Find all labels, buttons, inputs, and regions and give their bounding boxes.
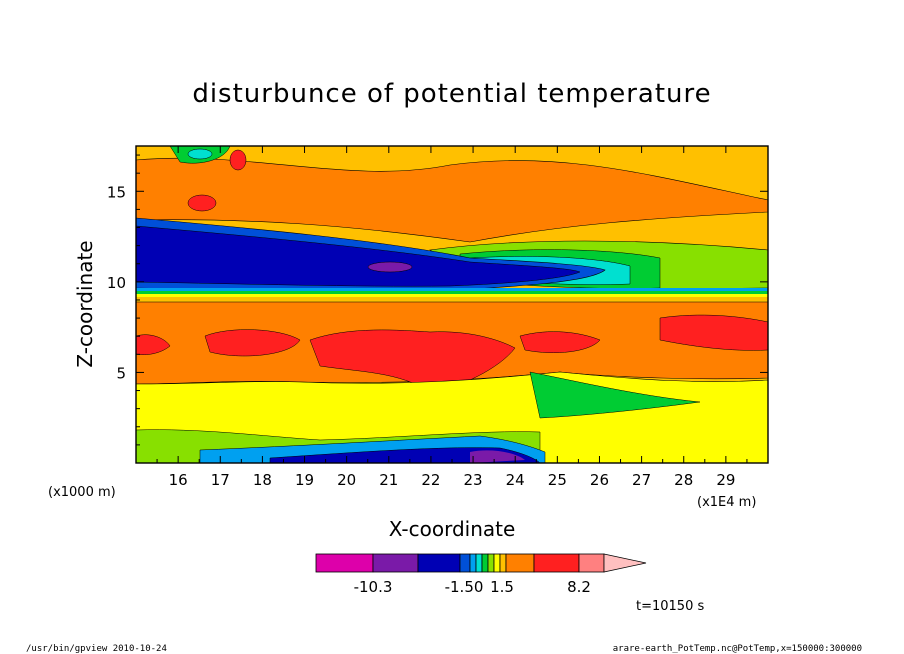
x-unit-label: (x1E4 m) xyxy=(697,495,756,510)
x-tick-label: 27 xyxy=(632,471,651,489)
x-tick-label: 20 xyxy=(337,471,356,489)
footer-right: arare-earth_PotTemp.nc@PotTemp,x=150000:… xyxy=(613,644,862,654)
colorbar-swatch xyxy=(499,553,507,573)
colorbar-swatch xyxy=(475,553,483,573)
colorbar-labels: -10.3 -1.50 1.5 8.2 xyxy=(354,578,591,596)
x-tick-label: 21 xyxy=(379,471,398,489)
y-unit-label: (x1000 m) xyxy=(48,485,116,500)
time-label: t=10150 s xyxy=(636,599,704,614)
colorbar-swatch xyxy=(533,553,580,573)
x-axis: 16 17 18 19 20 21 22 23 24 25 26 27 28 29 xyxy=(156,146,748,489)
x-tick-label: 16 xyxy=(169,471,188,489)
x-tick-label: 29 xyxy=(716,471,735,489)
colorbar-swatch xyxy=(493,553,501,573)
x-tick-label: 26 xyxy=(590,471,609,489)
colorbar-swatch xyxy=(469,553,477,573)
x-axis-title: X-coordinate xyxy=(389,517,516,541)
colorbar-swatch xyxy=(481,553,489,573)
colorbar-swatch xyxy=(487,553,495,573)
colorbar-swatch xyxy=(315,553,374,573)
x-tick-label: 25 xyxy=(548,471,567,489)
x-tick-label: 17 xyxy=(211,471,230,489)
y-axis: 5 10 15 xyxy=(107,154,768,446)
plot-area xyxy=(136,146,768,463)
colorbar-arrow xyxy=(603,553,647,573)
x-tick-label: 23 xyxy=(464,471,483,489)
footer-left: /usr/bin/gpview 2010-10-24 xyxy=(26,644,167,654)
colorbar-swatch xyxy=(372,553,419,573)
y-axis-title: Z-coordinate xyxy=(73,240,97,367)
colorbar xyxy=(315,553,647,573)
x-tick-label: 22 xyxy=(421,471,440,489)
colorbar-label: 8.2 xyxy=(567,578,591,596)
colorbar-swatch xyxy=(578,553,605,573)
x-tick-label: 18 xyxy=(253,471,272,489)
colorbar-swatch xyxy=(459,553,471,573)
x-tick-label: 28 xyxy=(674,471,693,489)
x-tick-label: 19 xyxy=(295,471,314,489)
y-tick-label: 5 xyxy=(116,364,126,382)
colorbar-label: -10.3 xyxy=(354,578,393,596)
y-tick-label: 10 xyxy=(107,274,126,292)
colorbar-swatch xyxy=(505,553,535,573)
colorbar-swatch xyxy=(417,553,461,573)
colorbar-label: 1.5 xyxy=(490,578,514,596)
colorbar-label: -1.50 xyxy=(445,578,484,596)
x-tick-label: 24 xyxy=(506,471,525,489)
chart-title: disturbunce of potential temperature xyxy=(192,79,711,109)
y-tick-label: 15 xyxy=(107,183,126,201)
